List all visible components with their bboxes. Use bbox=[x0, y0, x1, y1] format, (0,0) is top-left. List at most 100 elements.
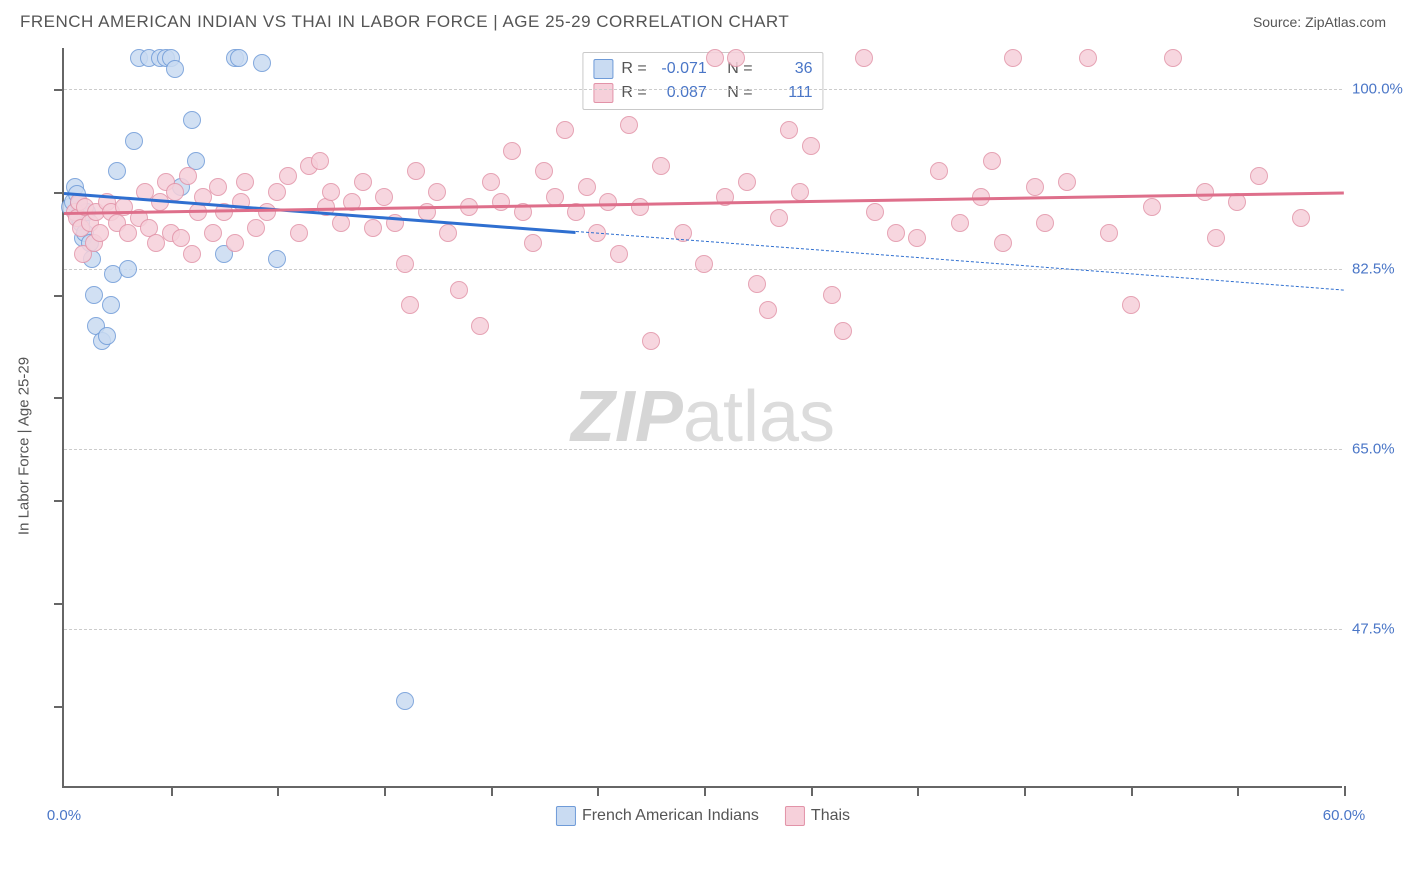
scatter-point bbox=[578, 178, 596, 196]
scatter-point bbox=[204, 224, 222, 242]
y-tick bbox=[54, 192, 64, 194]
header-bar: FRENCH AMERICAN INDIAN VS THAI IN LABOR … bbox=[0, 0, 1406, 40]
x-tick bbox=[917, 786, 919, 796]
x-tick bbox=[1237, 786, 1239, 796]
scatter-point bbox=[759, 301, 777, 319]
scatter-point bbox=[268, 183, 286, 201]
x-tick bbox=[384, 786, 386, 796]
scatter-point bbox=[642, 332, 660, 350]
scatter-point bbox=[311, 152, 329, 170]
scatter-point bbox=[556, 121, 574, 139]
scatter-point bbox=[482, 173, 500, 191]
scatter-point bbox=[322, 183, 340, 201]
scatter-point bbox=[695, 255, 713, 273]
scatter-point bbox=[1164, 49, 1182, 67]
scatter-point bbox=[401, 296, 419, 314]
r-label-b: R = bbox=[621, 81, 646, 105]
scatter-point bbox=[652, 157, 670, 175]
gridline bbox=[64, 89, 1342, 90]
scatter-point bbox=[738, 173, 756, 191]
r-value-b: 0.087 bbox=[655, 81, 707, 105]
y-tick bbox=[54, 397, 64, 399]
legend-swatch-a-icon bbox=[556, 806, 576, 826]
scatter-point bbox=[119, 260, 137, 278]
scatter-point bbox=[706, 49, 724, 67]
scatter-point bbox=[780, 121, 798, 139]
scatter-point bbox=[610, 245, 628, 263]
scatter-point bbox=[396, 255, 414, 273]
scatter-point bbox=[439, 224, 457, 242]
x-tick bbox=[277, 786, 279, 796]
n-value-b: 111 bbox=[761, 81, 813, 105]
scatter-point bbox=[396, 692, 414, 710]
scatter-point bbox=[166, 60, 184, 78]
x-tick bbox=[171, 786, 173, 796]
scatter-point bbox=[855, 49, 873, 67]
y-tick bbox=[54, 89, 64, 91]
scatter-point bbox=[85, 286, 103, 304]
scatter-point bbox=[727, 49, 745, 67]
scatter-point bbox=[748, 275, 766, 293]
scatter-point bbox=[983, 152, 1001, 170]
scatter-point bbox=[91, 224, 109, 242]
legend-swatch-series-b bbox=[593, 83, 613, 103]
scatter-point bbox=[1036, 214, 1054, 232]
scatter-point bbox=[1079, 49, 1097, 67]
scatter-point bbox=[770, 209, 788, 227]
scatter-point bbox=[179, 167, 197, 185]
legend-swatch-b-icon bbox=[785, 806, 805, 826]
scatter-point bbox=[823, 286, 841, 304]
chart-title: FRENCH AMERICAN INDIAN VS THAI IN LABOR … bbox=[20, 12, 789, 32]
scatter-point bbox=[98, 327, 116, 345]
scatter-point bbox=[631, 198, 649, 216]
scatter-point bbox=[1004, 49, 1022, 67]
scatter-point bbox=[834, 322, 852, 340]
scatter-point bbox=[908, 229, 926, 247]
y-tick bbox=[54, 603, 64, 605]
scatter-point bbox=[247, 219, 265, 237]
scatter-point bbox=[108, 162, 126, 180]
legend-label-b: Thais bbox=[811, 807, 850, 824]
r-value-a: -0.071 bbox=[655, 57, 707, 81]
scatter-point bbox=[524, 234, 542, 252]
scatter-point bbox=[503, 142, 521, 160]
series-legend: French American Indians Thais bbox=[556, 806, 850, 826]
legend-item-series-a: French American Indians bbox=[556, 806, 759, 826]
y-tick bbox=[54, 500, 64, 502]
x-tick bbox=[811, 786, 813, 796]
scatter-point bbox=[290, 224, 308, 242]
trend-line bbox=[576, 231, 1344, 291]
x-tick-label: 0.0% bbox=[47, 807, 81, 824]
legend-row-series-b: R = 0.087 N = 111 bbox=[593, 81, 812, 105]
scatter-point bbox=[209, 178, 227, 196]
n-label-b: N = bbox=[727, 81, 752, 105]
scatter-point bbox=[1100, 224, 1118, 242]
n-value-a: 36 bbox=[761, 57, 813, 81]
scatter-point bbox=[1058, 173, 1076, 191]
scatter-point bbox=[620, 116, 638, 134]
y-tick bbox=[54, 295, 64, 297]
scatter-point bbox=[535, 162, 553, 180]
scatter-point bbox=[492, 193, 510, 211]
scatter-point bbox=[1292, 209, 1310, 227]
watermark: ZIPatlas bbox=[571, 376, 835, 458]
x-tick bbox=[597, 786, 599, 796]
x-tick bbox=[1344, 786, 1346, 796]
scatter-point bbox=[268, 250, 286, 268]
scatter-point bbox=[1250, 167, 1268, 185]
y-tick bbox=[54, 706, 64, 708]
scatter-point bbox=[226, 234, 244, 252]
scatter-point bbox=[791, 183, 809, 201]
scatter-point bbox=[428, 183, 446, 201]
y-tick-label: 100.0% bbox=[1352, 81, 1406, 98]
watermark-zip: ZIP bbox=[571, 377, 683, 457]
correlation-legend: R = -0.071 N = 36 R = 0.087 N = 111 bbox=[582, 52, 823, 110]
scatter-point bbox=[183, 111, 201, 129]
scatter-point bbox=[930, 162, 948, 180]
scatter-point bbox=[364, 219, 382, 237]
x-tick-label: 60.0% bbox=[1323, 807, 1366, 824]
source-link[interactable]: ZipAtlas.com bbox=[1305, 14, 1386, 30]
watermark-atlas: atlas bbox=[683, 377, 835, 457]
x-tick bbox=[704, 786, 706, 796]
y-axis-title: In Labor Force | Age 25-29 bbox=[16, 357, 33, 535]
